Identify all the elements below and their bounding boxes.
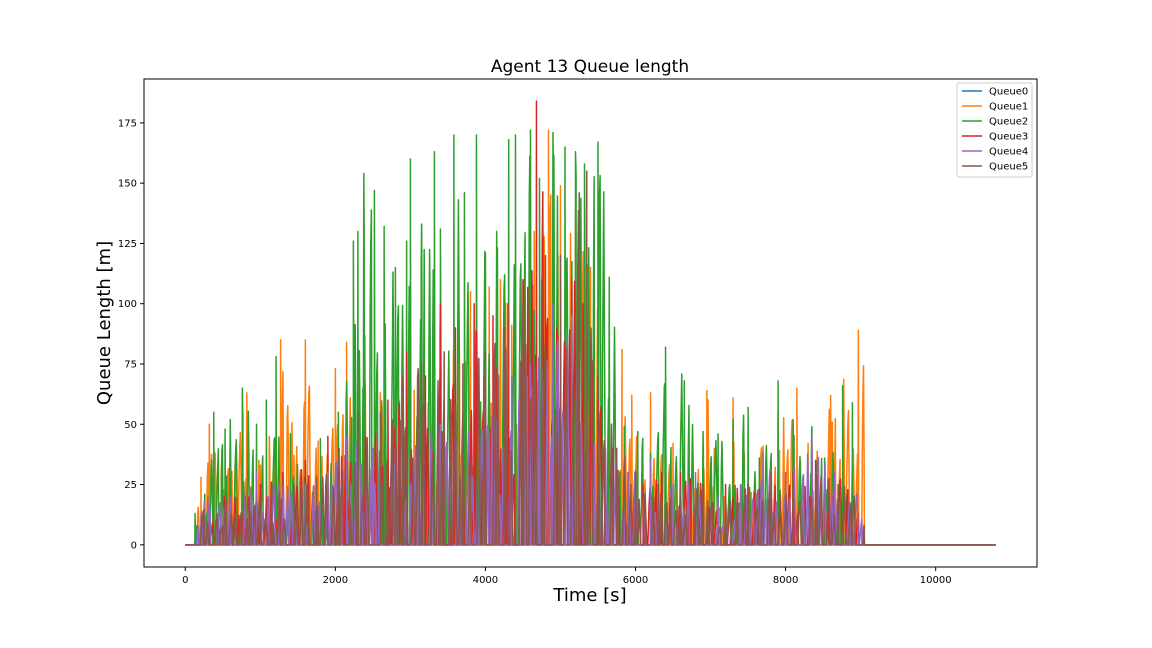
y-tick-label: 75 xyxy=(124,359,137,370)
y-tick-label: 100 xyxy=(118,299,137,310)
x-tick-label: 2000 xyxy=(323,575,348,586)
y-tick-label: 25 xyxy=(124,480,137,491)
y-tick-label: 175 xyxy=(118,118,137,129)
x-axis: 0 2000 4000 6000 8000 10000 xyxy=(182,567,952,586)
series-line-queue5 xyxy=(185,170,996,546)
x-tick-label: 6000 xyxy=(623,575,648,586)
x-tick-label: 0 xyxy=(182,575,188,586)
y-tick-label: 150 xyxy=(118,179,137,190)
x-tick-label: 10000 xyxy=(920,575,952,586)
legend-label: Queue2 xyxy=(989,117,1028,128)
legend-label: Queue4 xyxy=(989,147,1028,158)
y-tick-label: 0 xyxy=(131,540,137,551)
series-lines xyxy=(185,100,996,546)
y-tick-label: 50 xyxy=(124,420,137,431)
plot-frame xyxy=(143,78,1038,568)
x-tick-label: 4000 xyxy=(473,575,498,586)
legend-label: Queue0 xyxy=(989,87,1028,98)
chart-title: Agent 13 Queue length xyxy=(491,57,689,77)
legend-label: Queue5 xyxy=(989,162,1028,173)
x-tick-label: 8000 xyxy=(773,575,798,586)
y-tick-label: 125 xyxy=(118,239,137,250)
y-axis-label: Queue Length [m] xyxy=(94,241,115,405)
legend-label: Queue3 xyxy=(989,132,1028,143)
legend-label: Queue1 xyxy=(989,102,1028,113)
x-axis-label: Time [s] xyxy=(552,585,626,606)
legend: Queue0 Queue1 Queue2 Queue3 Queue4 Queue5 xyxy=(956,82,1033,178)
y-axis: 0 25 50 75 100 125 150 175 xyxy=(118,118,144,551)
